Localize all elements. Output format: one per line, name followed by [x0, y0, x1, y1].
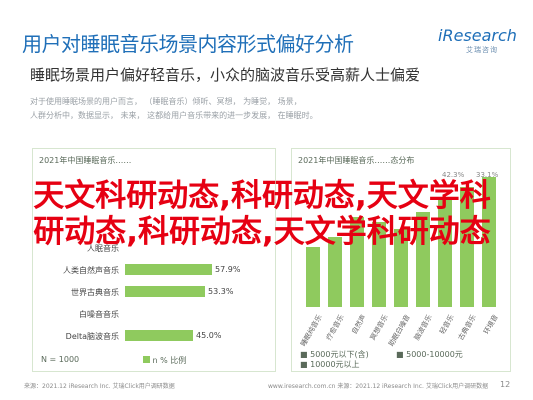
legend-swatch: [143, 356, 150, 363]
right-bar: [328, 237, 342, 307]
left-bar: [125, 264, 212, 275]
description-line-1: 对于使用睡眠场景的用户而言， （睡眠音乐）倾听、冥想， 为睡觉， 场景，: [30, 97, 302, 106]
left-bar-label: 人眠音乐: [87, 244, 119, 253]
right-bar: [416, 212, 430, 307]
right-chart-legend-1: ■ 5000元以下(含): [300, 350, 369, 359]
right-chart-title: 2021年中国睡眠音乐……态分布: [298, 156, 415, 165]
left-bar-label: Delta脑波音乐: [65, 332, 119, 341]
right-bar: [350, 217, 364, 307]
left-bar-label: 人类自然声音乐: [63, 266, 119, 275]
left-bar-value: 45.0%: [196, 331, 222, 340]
left-chart-title: 2021年中国睡眠音乐……: [39, 156, 132, 165]
right-chart-panel: 2021年中国睡眠音乐……态分布 42.3% 33.1% 睡眠纯音乐 疗愈音乐 自然…: [291, 148, 511, 372]
page-subtitle: 睡眠场景用户偏好轻音乐，小众的脑波音乐受高薪人士偏爱: [30, 66, 421, 84]
left-bar-value: 53.3%: [208, 287, 234, 296]
left-bar: [125, 286, 205, 297]
page-number: 12: [500, 380, 511, 389]
iresearch-logo: iResearch 艾瑞咨询: [438, 26, 517, 56]
right-chart-pct-2: 33.1%: [476, 171, 499, 179]
right-bar: [372, 222, 386, 307]
logo-subtext: 艾瑞咨询: [466, 46, 498, 54]
right-chart-legend-2: ■ 5000-10000元: [396, 350, 463, 359]
right-bar: [394, 229, 408, 307]
page-title: 用户对睡眠音乐场景内容形式偏好分析: [22, 32, 354, 56]
left-bar-label: 白噪音音乐: [79, 310, 119, 319]
right-chart-legend-3: ■ 10000元以上: [300, 360, 360, 369]
right-bar: [306, 247, 320, 307]
left-chart-legend: n % 比例: [143, 355, 186, 366]
left-chart-n: N = 1000: [41, 355, 80, 364]
right-bar: [438, 197, 452, 307]
logo-text: iResearch: [438, 26, 517, 45]
description-line-2: 人群分析中，数据显示， 未来， 这都给用户音乐带来的进一步发展， 在睡眠时。: [30, 111, 318, 120]
right-chart-pct-1: 42.3%: [442, 171, 465, 179]
left-bar-label: 世界古典音乐: [71, 288, 119, 297]
left-bar-value: 57.9%: [215, 265, 241, 274]
right-bar: [460, 187, 474, 307]
overlay-watermark-text: 天文科研动态,科研动态,天文学科研动态,科研动态,天文学科研动态: [33, 178, 491, 250]
footer-site: www.iresearch.com.cn 来源：2021.12 iResearc…: [268, 383, 489, 390]
left-chart-legend-label: n % 比例: [152, 356, 187, 365]
left-chart-panel: 2021年中国睡眠音乐…… 人眠音乐人类自然声音乐 57.9% 世界古典音乐 53.3…: [32, 148, 276, 372]
left-bar: [125, 330, 193, 341]
right-bar: [482, 177, 496, 307]
footer-source: 来源：2021.12 iResearch Inc. 艾瑞Click用户调研数据: [24, 383, 175, 390]
